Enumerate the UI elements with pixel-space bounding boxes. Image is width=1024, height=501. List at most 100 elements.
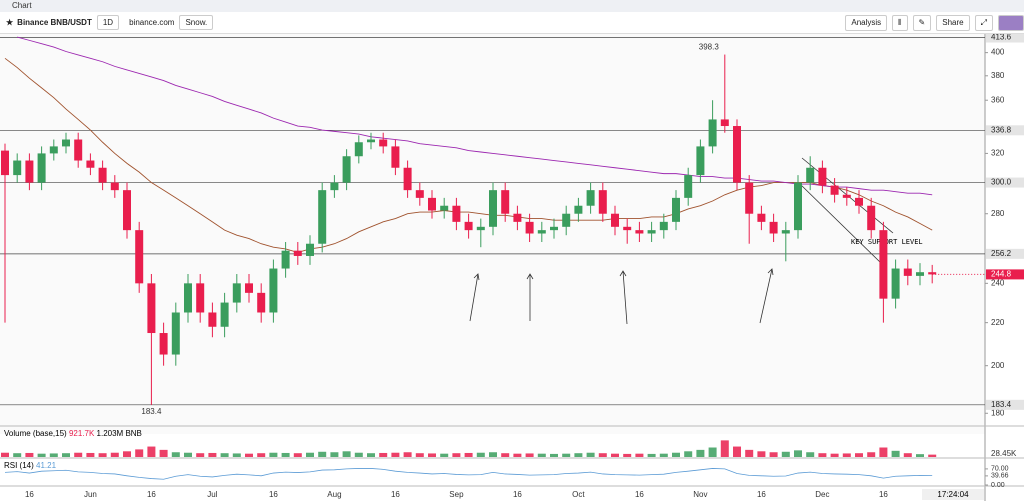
volume-bar: [672, 452, 680, 457]
candle-body: [257, 292, 266, 313]
candle-body: [855, 197, 863, 206]
volume-bar: [855, 453, 863, 457]
volume-bar: [696, 449, 705, 457]
rsi-tick-label: 0.00: [991, 482, 1005, 489]
volume-bar: [611, 453, 619, 457]
candle-body: [110, 182, 119, 191]
analysis-button[interactable]: Analysis: [845, 15, 888, 31]
candle-body: [245, 283, 253, 293]
moving-average: [4, 57, 933, 253]
volume-bar: [574, 453, 583, 457]
icon-button[interactable]: ⫴: [892, 15, 908, 31]
volume-title: Volume (base,15): [4, 429, 67, 438]
volume-bar: [708, 447, 717, 457]
candle-body: [330, 182, 339, 191]
volume-label: Volume (base,15) 921.7K 1.203M BNB: [4, 429, 142, 438]
icon-button[interactable]: ✎: [912, 15, 932, 31]
volume-bar: [62, 453, 70, 457]
volume-bar: [354, 452, 363, 457]
candle-body: [647, 230, 656, 234]
volume-bar: [550, 453, 558, 457]
volume-bar: [525, 453, 534, 457]
volume-bar: [415, 453, 424, 457]
volume-bar: [184, 452, 192, 457]
volume-bar: [476, 452, 485, 457]
candle-body: [684, 175, 693, 198]
arrow: [469, 273, 480, 322]
candle-body: [232, 283, 241, 303]
volume-bar: [98, 453, 107, 457]
volume-bar: [135, 449, 144, 457]
volume-bar: [74, 452, 83, 457]
candle-body: [62, 139, 70, 147]
author[interactable]: Snow.: [179, 15, 214, 30]
candle-body: [98, 167, 107, 183]
volume-bar: [647, 453, 656, 457]
volume-bar: [159, 449, 168, 457]
x-tick-label: Sep: [449, 490, 464, 499]
candle-body: [574, 205, 583, 214]
candle-body: [635, 230, 644, 234]
candle-body: [379, 139, 388, 147]
candle-body: [318, 190, 327, 244]
menu-button[interactable]: [998, 15, 1024, 31]
volume-bar: [220, 453, 229, 457]
candle-body: [891, 268, 900, 299]
x-tick-label: 16: [513, 490, 522, 499]
rsi-value: 41.21: [36, 461, 57, 470]
source[interactable]: binance.com: [129, 18, 175, 27]
volume-bar: [208, 452, 217, 457]
candle-body: [37, 153, 46, 183]
x-tick-label: Dec: [815, 490, 829, 499]
toolbar: ★ Binance BNB/USDT 1D binance.com Snow. …: [0, 12, 1024, 34]
volume-bar: [562, 453, 571, 457]
candle-body: [806, 167, 815, 183]
volume-bar: [330, 452, 339, 457]
volume-bar: [781, 451, 790, 457]
volume-bar: [147, 446, 156, 457]
volume-bar: [171, 452, 180, 457]
x-tick-label: 16: [25, 490, 34, 499]
volume-bar: [891, 450, 900, 457]
star[interactable]: ★: [6, 18, 14, 27]
volume-bar: [1, 452, 9, 457]
icon-button[interactable]: ⤢: [974, 15, 993, 31]
volume-bar: [245, 453, 253, 457]
volume-bar: [806, 452, 815, 457]
volume-bar: [489, 452, 497, 457]
window-title: Chart: [0, 0, 1024, 12]
high-label: 398.3: [699, 43, 720, 52]
level-label: 336.8: [991, 125, 1012, 134]
volume-bar: [720, 440, 729, 457]
candle-body: [659, 221, 668, 231]
candle-body: [147, 283, 156, 334]
symbol[interactable]: Binance BNB/USDT: [17, 18, 92, 27]
candle-body: [86, 160, 95, 168]
volume-bar: [379, 452, 388, 457]
volume-bar: [733, 446, 741, 457]
candle-body: [757, 213, 766, 222]
rsi-label: RSI (14) 41.21: [4, 461, 57, 470]
volume-bar: [123, 451, 131, 457]
candle-body: [74, 139, 83, 161]
candle-body: [135, 230, 144, 284]
candle-body: [586, 190, 595, 206]
volume-bar: [110, 452, 119, 457]
x-tick-label: Oct: [572, 490, 585, 499]
candle-body: [196, 283, 205, 313]
volume-bar: [867, 452, 876, 457]
volume-tick-label: 28.45K: [991, 449, 1017, 458]
candle-body: [208, 312, 217, 327]
volume-bar: [25, 452, 34, 457]
level-label-box: [986, 248, 1024, 259]
candle-body: [171, 312, 180, 355]
interval[interactable]: 1D: [96, 15, 120, 30]
volume-bar: [635, 453, 644, 457]
arrow: [759, 268, 774, 324]
volume-bar: [623, 453, 632, 457]
level-label: 256.2: [991, 249, 1012, 258]
share-button[interactable]: Share: [936, 15, 970, 31]
volume-bar: [916, 454, 924, 457]
candle-body: [354, 142, 363, 157]
x-tick-label: Jul: [207, 490, 217, 499]
